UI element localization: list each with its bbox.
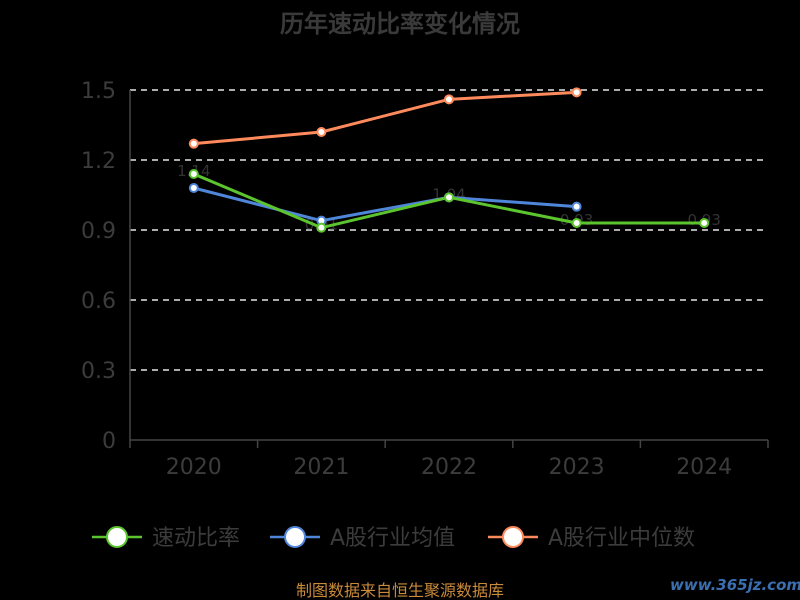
point-s2-2: [444, 94, 454, 105]
source-note: 制图数据来自恒生聚源数据库: [296, 581, 504, 600]
point-s1-0: [188, 183, 199, 193]
legend-label-1: A股行业均值: [330, 526, 455, 551]
series-group: 1.140.911.040.930.93: [177, 87, 721, 234]
legend-item-2[interactable]: A股行业中位数: [488, 526, 695, 551]
series-line-2: [193, 90, 577, 146]
axes: 0 0.3 0.6 0.9 1.2 1.5 2020 2021 2022 2023 2024: [81, 79, 769, 480]
y-tick-label-1: 0.3: [81, 359, 116, 384]
point-s0-4: [699, 218, 710, 228]
legend[interactable]: 速动比率 A股行业均值 A股行业中位数: [92, 526, 695, 551]
x-tick-label-3: 2023: [549, 455, 605, 480]
y-tick-label-3: 0.9: [81, 219, 116, 244]
y-tick-label-4: 1.2: [81, 149, 116, 174]
grid: [130, 89, 768, 371]
x-tick-label-1: 2021: [293, 455, 349, 480]
legend-marker-1: [284, 526, 306, 548]
point-s0-0: [188, 169, 199, 179]
point-s0-2: [444, 192, 454, 203]
legend-label-2: A股行业中位数: [548, 526, 695, 551]
watermark: www.365jz.com: [670, 576, 800, 594]
y-tick-label-5: 1.5: [81, 79, 116, 104]
point-s0-3: [571, 218, 582, 228]
point-s2-0: [188, 138, 199, 149]
legend-marker-2: [502, 526, 524, 548]
point-s1-3: [571, 201, 582, 212]
x-tick-label-4: 2024: [676, 455, 732, 480]
point-s2-3: [571, 87, 582, 98]
legend-marker-0: [106, 526, 128, 548]
x-tick-label-2: 2022: [421, 455, 477, 480]
point-s0-1: [316, 222, 327, 233]
y-tick-label-0: 0: [102, 429, 116, 454]
legend-item-0[interactable]: 速动比率: [92, 526, 240, 551]
point-s2-1: [316, 127, 327, 137]
legend-item-1[interactable]: A股行业均值: [270, 526, 455, 551]
legend-label-0: 速动比率: [152, 526, 240, 551]
series-line-1: [193, 186, 577, 223]
x-tick-label-0: 2020: [166, 455, 222, 480]
y-tick-label-2: 0.6: [81, 289, 116, 314]
chart-title: 历年速动比率变化情况: [280, 10, 520, 38]
